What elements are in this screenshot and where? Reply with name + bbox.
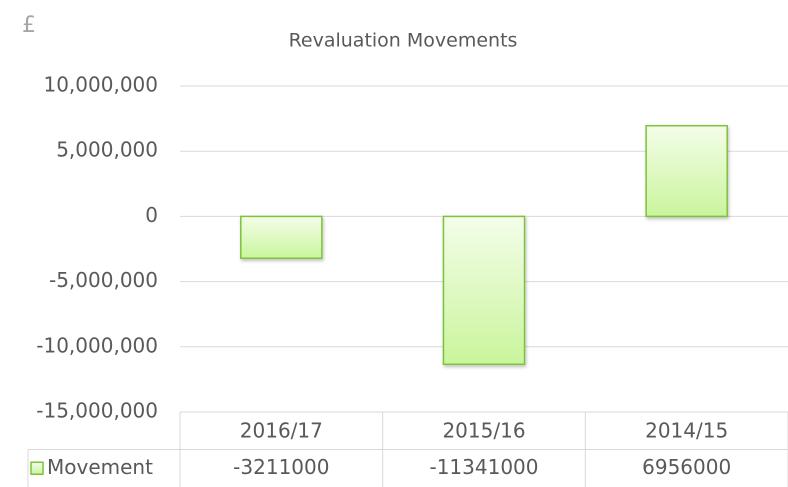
x-tick-label: 2014/15 (645, 418, 728, 442)
y-axis-unit: £ (22, 13, 36, 38)
bar (442, 215, 526, 366)
y-tick-label: -10,000,000 (36, 333, 158, 357)
bar (240, 215, 323, 260)
x-tick-label: 2015/16 (442, 418, 525, 442)
bar (645, 124, 728, 218)
y-tick-label: -15,000,000 (36, 399, 158, 423)
table-value: -11341000 (429, 455, 538, 479)
table-value: -3211000 (233, 455, 329, 479)
y-tick-label: 5,000,000 (56, 138, 158, 162)
y-tick-label: 0 (145, 203, 158, 227)
legend-key (30, 461, 44, 475)
chart-title: Revaluation Movements (289, 30, 518, 52)
y-tick-label: 10,000,000 (43, 73, 158, 97)
x-tick-label: 2016/17 (240, 418, 323, 442)
y-tick-label: -5,000,000 (49, 268, 158, 292)
legend-label: Movement (47, 455, 153, 479)
table-value: 6956000 (642, 455, 731, 479)
